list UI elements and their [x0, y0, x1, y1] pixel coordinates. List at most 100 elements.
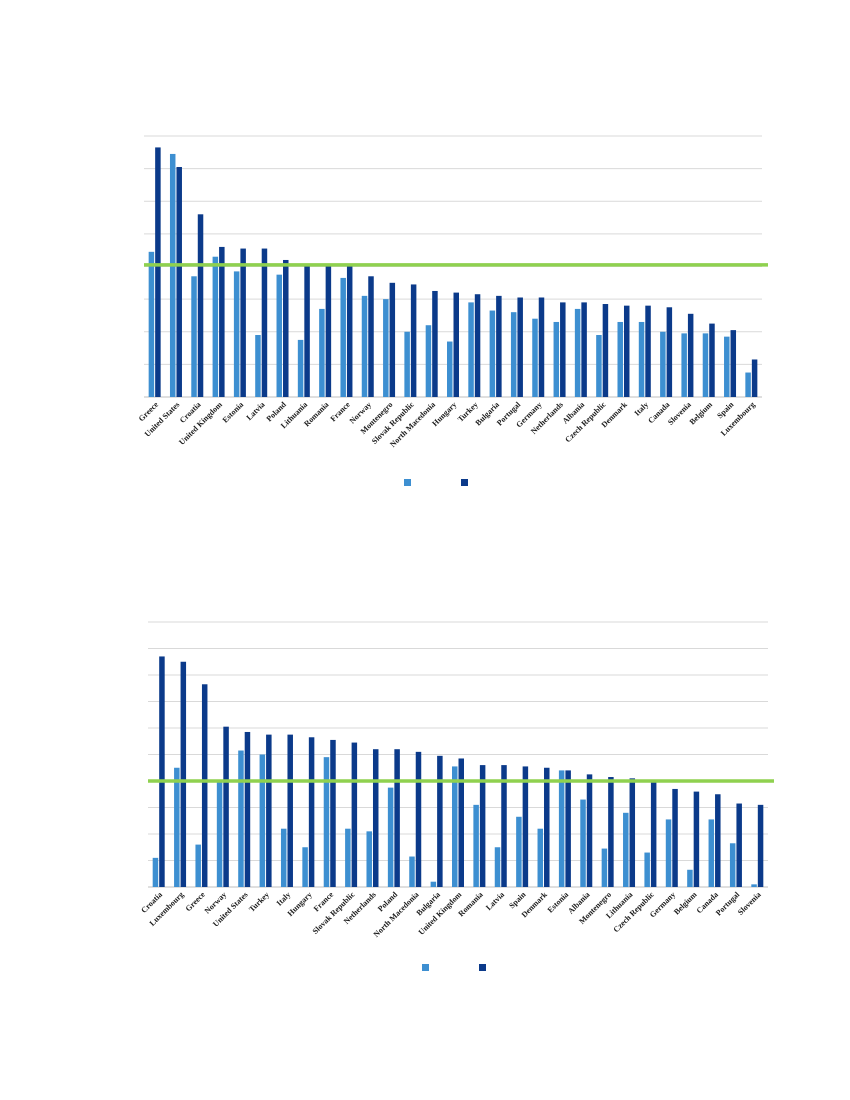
x-tick-label: Turkey — [247, 890, 271, 914]
bar-series-2-canada — [715, 794, 721, 887]
bar-series-1-luxembourg — [745, 372, 751, 397]
bar-series-2-croatia — [197, 214, 204, 397]
bar-series-2-czech-republic — [602, 304, 609, 397]
bar-series-1-lithuania — [623, 812, 629, 887]
bar-series-1-portugal — [510, 312, 517, 397]
bar-series-2-germany — [672, 788, 678, 887]
bar-series-1-slovak-republic — [345, 828, 351, 887]
bar-series-1-italy — [280, 828, 287, 887]
bar-series-1-poland — [387, 787, 394, 887]
chart-2: Croatia Luxembourg Greece Norway United Stat… — [0, 600, 850, 1000]
bar-series-1-croatia — [152, 857, 159, 887]
bar-series-2-portugal — [517, 297, 523, 397]
bar-series-2-hungary — [453, 292, 459, 397]
bar-series-2-netherlands — [372, 749, 379, 887]
bar-series-1-slovak-republic — [404, 331, 410, 397]
bar-series-2-france — [346, 266, 353, 397]
chart-1: Greece United States Croatia United Kingdom… — [0, 0, 850, 520]
x-tick-label: Slovenia — [666, 400, 693, 427]
x-tick-label: Belgium — [672, 890, 699, 917]
bar-series-1-germany — [532, 318, 538, 397]
bar-series-2-croatia — [159, 656, 165, 887]
bar-series-1-denmark — [617, 321, 623, 397]
bar-series-1-germany — [665, 819, 672, 887]
bar-series-1-hungary — [447, 341, 453, 397]
bar-series-1-estonia — [233, 271, 240, 397]
bar-series-1-france — [340, 277, 346, 397]
bar-series-1-greece — [195, 844, 201, 887]
bar-series-1-netherlands — [366, 831, 372, 887]
bar-series-1-united-kingdom — [212, 256, 219, 397]
bar-series-2-lithuania — [304, 266, 310, 397]
bar-series-2-north-macedonia — [415, 751, 422, 887]
bar-series-2-latvia — [501, 765, 507, 887]
bar-series-2-bulgaria — [496, 295, 502, 397]
bar-series-2-germany — [538, 297, 545, 397]
bar-series-2-estonia — [240, 248, 246, 397]
bar-series-1-slovenia — [681, 333, 687, 397]
bar-series-1-denmark — [537, 828, 544, 887]
bar-series-2-albania — [581, 302, 587, 397]
bar-series-1-spain — [724, 336, 730, 397]
bar-series-1-bulgaria — [489, 310, 496, 397]
bar-series-2-montenegro — [608, 777, 614, 887]
bar-series-1-latvia — [494, 847, 501, 887]
x-tick-label: Latvia — [484, 890, 506, 912]
legend-marker-series-1 — [404, 479, 411, 486]
bar-series-2-belgium — [709, 323, 715, 397]
bar-series-2-united-kingdom — [458, 758, 464, 887]
bar-series-1-lithuania — [297, 339, 304, 397]
bar-series-2-italy — [645, 305, 651, 397]
bar-series-2-denmark — [623, 305, 630, 397]
legend-marker-series-2 — [461, 479, 468, 486]
bar-series-1-croatia — [191, 276, 197, 397]
bar-series-1-luxembourg — [174, 767, 180, 887]
bar-series-2-denmark — [544, 767, 550, 887]
bar-series-1-poland — [276, 274, 283, 397]
bar-series-1-norway — [216, 779, 223, 887]
bar-series-2-north-macedonia — [432, 290, 438, 397]
bar-series-1-bulgaria — [430, 881, 437, 887]
bar-series-1-france — [323, 757, 330, 887]
bar-series-1-united-states — [238, 750, 244, 887]
bar-series-2-france — [330, 739, 336, 887]
bar-series-1-czech-republic — [596, 335, 602, 397]
bar-series-2-albania — [586, 774, 593, 887]
bar-series-1-spain — [516, 816, 522, 887]
x-tick-label: Italy — [633, 400, 651, 418]
bar-series-1-romania — [473, 804, 479, 887]
bar-series-2-slovak-republic — [410, 284, 417, 397]
legend-marker-series-2 — [479, 964, 486, 971]
bar-series-2-turkey — [266, 734, 272, 887]
x-tick-label: Latvia — [245, 400, 267, 422]
bar-series-2-portugal — [736, 803, 742, 887]
bar-series-2-slovenia — [687, 313, 694, 397]
bar-series-2-belgium — [693, 791, 700, 887]
bar-series-2-italy — [287, 734, 293, 887]
bar-series-1-latvia — [255, 335, 261, 397]
bar-series-2-slovak-republic — [351, 742, 358, 887]
bar-series-2-poland — [283, 259, 289, 397]
bar-series-1-norway — [361, 295, 368, 397]
bar-series-1-montenegro — [601, 848, 608, 887]
bar-series-2-turkey — [474, 294, 481, 397]
bar-series-2-romania — [325, 266, 332, 397]
bar-series-1-hungary — [302, 847, 308, 887]
bar-series-2-united-kingdom — [219, 246, 225, 397]
bar-series-1-italy — [638, 321, 645, 397]
bar-series-2-united-states — [244, 731, 251, 887]
bar-series-1-albania — [580, 799, 586, 887]
bar-series-2-slovenia — [757, 804, 764, 887]
bar-series-2-netherlands — [560, 302, 566, 397]
bar-series-2-romania — [479, 765, 486, 887]
bar-series-2-poland — [394, 749, 400, 887]
bar-series-1-estonia — [558, 770, 565, 887]
bar-series-1-north-macedonia — [409, 856, 415, 887]
bar-series-2-lithuania — [629, 778, 636, 887]
x-tick-label: Slovenia — [736, 890, 763, 917]
bar-series-2-czech-republic — [650, 782, 657, 887]
bar-series-2-canada — [666, 307, 673, 397]
bar-series-2-norway — [368, 276, 374, 397]
bar-series-2-united-states — [176, 166, 182, 397]
